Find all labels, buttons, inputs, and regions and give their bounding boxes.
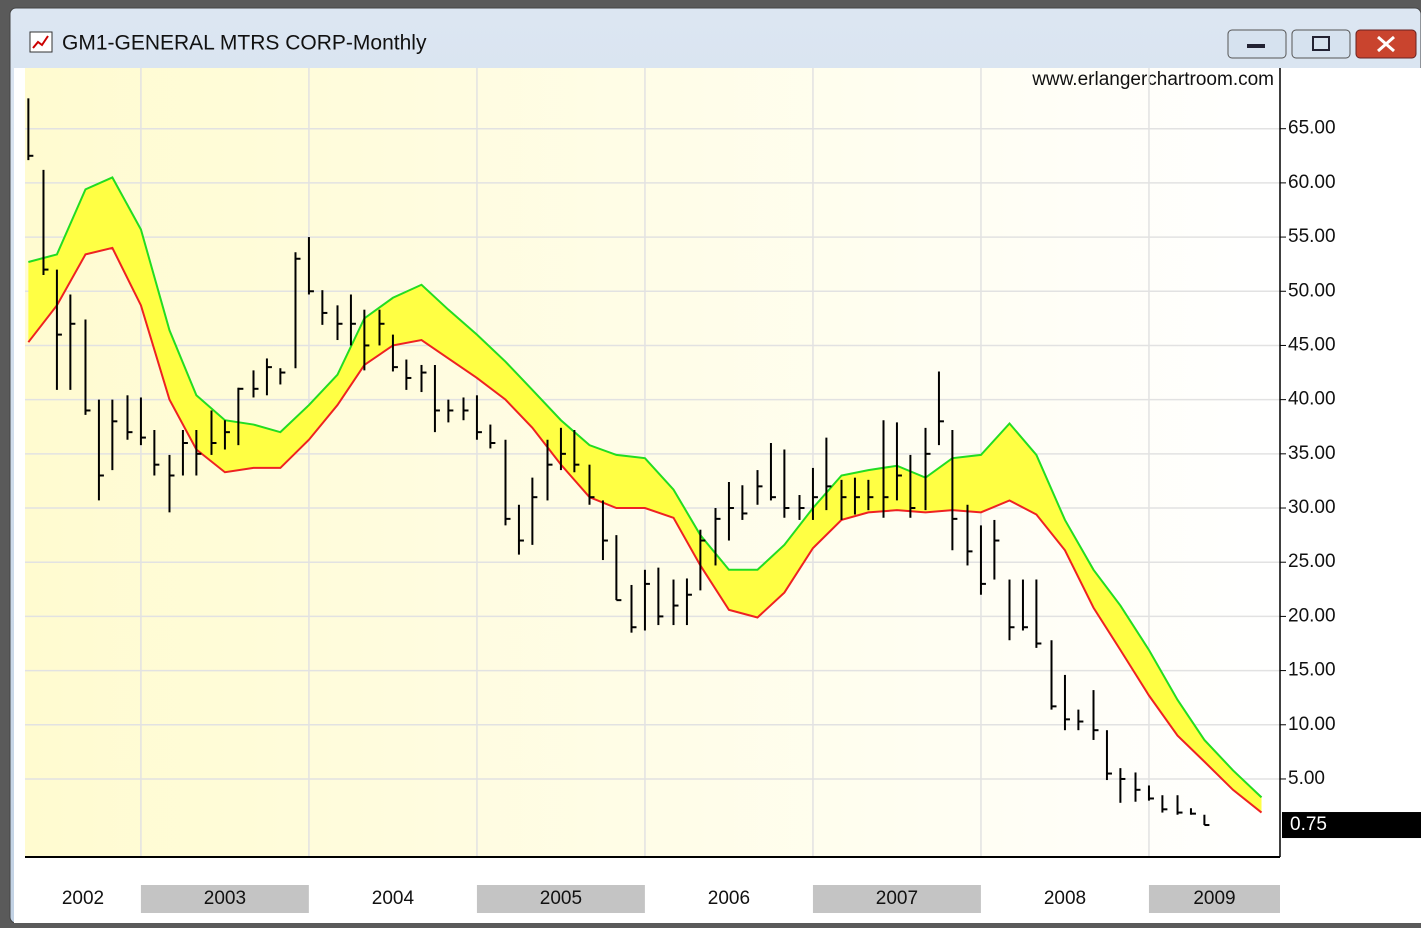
y-tick-label: 40.00 xyxy=(1288,389,1336,410)
y-tick-label: 35.00 xyxy=(1288,443,1336,464)
y-tick-label: 55.00 xyxy=(1288,226,1336,247)
y-tick-label: 10.00 xyxy=(1288,714,1336,735)
x-tick-label: 2003 xyxy=(204,888,246,909)
year-band xyxy=(308,885,477,913)
x-tick-label: 2004 xyxy=(372,888,415,909)
app-icon-graph xyxy=(32,35,49,49)
app-icon xyxy=(29,31,53,53)
x-tick-label: 2002 xyxy=(62,888,104,909)
window-title: GM1-GENERAL MTRS CORP-Monthly xyxy=(62,32,427,55)
minimize-glyph xyxy=(1247,44,1265,48)
y-tick-label: 5.00 xyxy=(1288,768,1325,789)
band-fill xyxy=(28,177,1262,813)
y-tick-label: 20.00 xyxy=(1288,605,1336,626)
year-band xyxy=(476,885,645,913)
y-tick-label: 25.00 xyxy=(1288,551,1336,572)
x-tick-label: 2008 xyxy=(1044,888,1086,909)
year-band xyxy=(812,885,981,913)
band-line xyxy=(27,246,1263,814)
maximize-glyph xyxy=(1312,36,1330,51)
year-band xyxy=(1148,885,1280,913)
watermark: www.erlangerchartroom.com xyxy=(1031,69,1274,90)
year-band xyxy=(644,885,813,913)
last-price-box xyxy=(1282,812,1421,839)
y-tick-label: 45.00 xyxy=(1288,334,1336,355)
x-tick-label: 2005 xyxy=(540,888,582,909)
y-tick-label: 65.00 xyxy=(1288,118,1336,139)
x-tick-label: 2009 xyxy=(1193,888,1235,909)
year-band xyxy=(980,885,1149,913)
year-band xyxy=(140,885,309,913)
x-tick-label: 2006 xyxy=(708,888,750,909)
y-tick-label: 60.00 xyxy=(1288,172,1336,193)
y-tick-label: 50.00 xyxy=(1288,280,1336,301)
x-tick-label: 2007 xyxy=(876,888,918,909)
y-tick-label: 15.00 xyxy=(1288,660,1336,681)
year-band xyxy=(25,885,141,913)
last-price-label: 0.75 xyxy=(1290,814,1327,835)
y-tick-label: 30.00 xyxy=(1288,497,1336,518)
maximize-button[interactable] xyxy=(1291,29,1351,59)
band-line xyxy=(28,176,1263,799)
close-glyph xyxy=(1377,35,1395,53)
